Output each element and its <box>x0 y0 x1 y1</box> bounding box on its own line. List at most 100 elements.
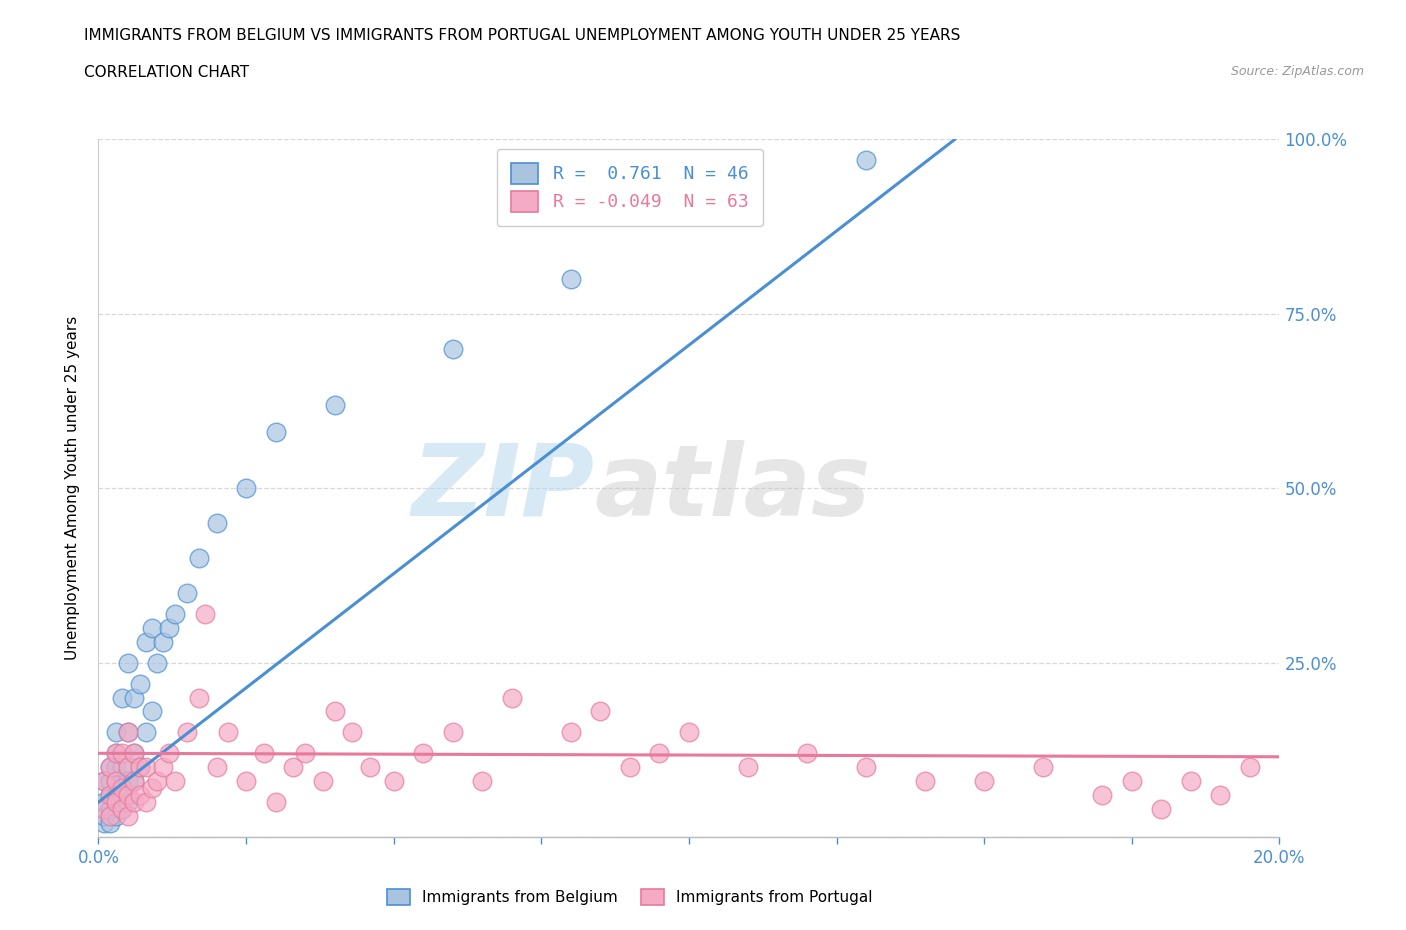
Point <box>105 746 128 761</box>
Point <box>98 788 121 803</box>
Point <box>501 690 523 705</box>
Point <box>128 788 150 803</box>
Point <box>187 551 209 565</box>
Text: IMMIGRANTS FROM BELGIUM VS IMMIGRANTS FROM PORTUGAL UNEMPLOYMENT AMONG YOUTH UND: IMMIGRANTS FROM BELGIUM VS IMMIGRANTS FR… <box>84 28 960 43</box>
Point <box>589 704 612 719</box>
Point <box>117 656 139 671</box>
Point <box>105 809 128 824</box>
Point <box>165 774 187 789</box>
Point <box>122 746 145 761</box>
Point <box>560 725 582 740</box>
Point <box>135 634 157 649</box>
Point <box>619 760 641 775</box>
Point <box>1121 774 1143 789</box>
Point <box>122 746 145 761</box>
Point <box>678 725 700 740</box>
Point <box>105 760 128 775</box>
Point <box>253 746 276 761</box>
Point <box>98 788 121 803</box>
Point <box>141 781 163 796</box>
Point <box>93 774 115 789</box>
Point <box>111 802 134 817</box>
Point <box>117 774 139 789</box>
Point <box>98 816 121 830</box>
Point <box>111 690 134 705</box>
Point <box>98 774 121 789</box>
Point <box>122 690 145 705</box>
Point <box>93 794 115 809</box>
Point <box>98 802 121 817</box>
Point <box>146 774 169 789</box>
Text: atlas: atlas <box>595 440 870 537</box>
Point <box>1032 760 1054 775</box>
Point <box>412 746 434 761</box>
Point <box>737 760 759 775</box>
Point <box>122 774 145 789</box>
Point <box>105 794 128 809</box>
Point <box>135 725 157 740</box>
Point <box>235 774 257 789</box>
Point <box>176 725 198 740</box>
Point <box>157 746 180 761</box>
Point <box>117 725 139 740</box>
Point <box>205 760 228 775</box>
Point <box>128 760 150 775</box>
Point <box>117 794 139 809</box>
Point <box>217 725 239 740</box>
Point <box>1209 788 1232 803</box>
Point <box>135 794 157 809</box>
Y-axis label: Unemployment Among Youth under 25 years: Unemployment Among Youth under 25 years <box>65 316 80 660</box>
Point <box>135 760 157 775</box>
Point <box>973 774 995 789</box>
Point <box>141 704 163 719</box>
Point <box>205 515 228 530</box>
Point <box>98 760 121 775</box>
Point <box>855 760 877 775</box>
Point <box>1180 774 1202 789</box>
Point <box>264 794 287 809</box>
Point <box>122 774 145 789</box>
Point <box>93 774 115 789</box>
Point <box>382 774 405 789</box>
Point <box>111 760 134 775</box>
Point <box>312 774 335 789</box>
Point <box>914 774 936 789</box>
Point <box>105 794 128 809</box>
Point <box>152 760 174 775</box>
Legend: Immigrants from Belgium, Immigrants from Portugal: Immigrants from Belgium, Immigrants from… <box>380 882 880 913</box>
Point <box>117 760 139 775</box>
Point <box>1239 760 1261 775</box>
Point <box>855 153 877 168</box>
Point <box>117 809 139 824</box>
Point <box>359 760 381 775</box>
Point <box>111 746 134 761</box>
Point <box>105 774 128 789</box>
Point <box>98 760 121 775</box>
Point <box>441 725 464 740</box>
Point <box>152 634 174 649</box>
Point <box>471 774 494 789</box>
Point <box>105 788 128 803</box>
Point <box>165 606 187 621</box>
Point <box>187 690 209 705</box>
Point <box>176 586 198 601</box>
Point <box>441 341 464 356</box>
Point <box>264 425 287 440</box>
Point <box>283 760 305 775</box>
Point <box>235 481 257 496</box>
Point <box>111 781 134 796</box>
Point <box>560 272 582 286</box>
Point <box>796 746 818 761</box>
Point <box>111 802 134 817</box>
Point <box>117 725 139 740</box>
Point <box>128 676 150 691</box>
Point <box>146 656 169 671</box>
Text: CORRELATION CHART: CORRELATION CHART <box>84 65 249 80</box>
Point <box>128 760 150 775</box>
Point <box>157 620 180 635</box>
Point <box>1091 788 1114 803</box>
Point <box>141 620 163 635</box>
Point <box>111 788 134 803</box>
Point <box>98 809 121 824</box>
Point <box>194 606 217 621</box>
